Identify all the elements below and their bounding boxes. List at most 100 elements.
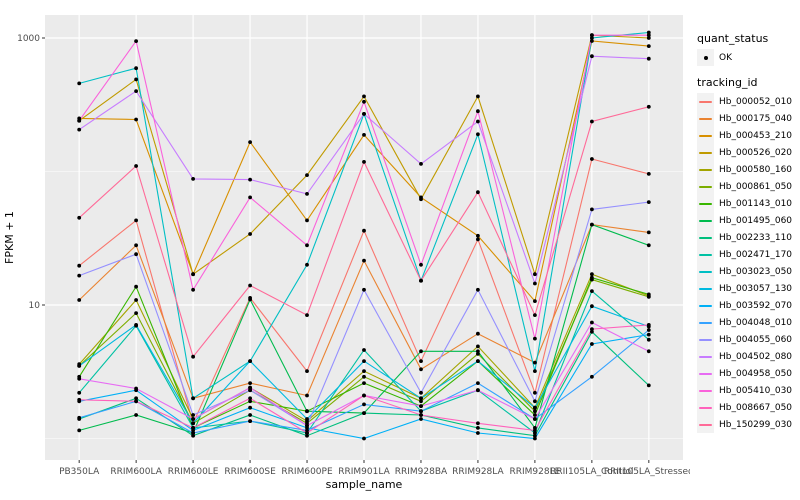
legend-item: Hb_004958_050 bbox=[697, 365, 797, 382]
data-point bbox=[419, 417, 423, 421]
data-point bbox=[362, 359, 366, 363]
data-point bbox=[646, 172, 651, 176]
data-point bbox=[590, 33, 594, 38]
data-point bbox=[305, 428, 309, 433]
data-point bbox=[362, 287, 366, 292]
data-point bbox=[419, 359, 423, 363]
data-point bbox=[248, 232, 253, 236]
legend-item-label: Hb_000526_020 bbox=[719, 147, 793, 158]
data-point bbox=[248, 177, 253, 182]
legend-item-label: Hb_002471_170 bbox=[719, 249, 793, 260]
data-point bbox=[476, 287, 480, 292]
data-point bbox=[533, 433, 537, 438]
series-color-swatch-icon bbox=[699, 134, 712, 137]
data-point bbox=[191, 413, 196, 417]
data-point bbox=[191, 177, 196, 181]
chart: 1000 10 PB350LA RRIM600LA RRIM600LE RRIM600SE… bbox=[3, 15, 690, 491]
data-point bbox=[590, 157, 594, 161]
data-point bbox=[533, 428, 537, 433]
data-point bbox=[191, 426, 196, 430]
data-point bbox=[590, 342, 594, 346]
data-point bbox=[419, 404, 423, 408]
data-point bbox=[590, 289, 594, 293]
legend-item-label: Hb_003023_050 bbox=[719, 266, 793, 277]
legend-item-label: Hb_004502_080 bbox=[719, 351, 793, 362]
data-point bbox=[134, 117, 139, 122]
data-point bbox=[77, 390, 82, 395]
legend-item: Hb_000453_210 bbox=[697, 127, 797, 144]
legend-item: Hb_004048_010 bbox=[697, 314, 797, 331]
data-point bbox=[305, 243, 309, 248]
legend-item: Hb_001143_010 bbox=[697, 195, 797, 212]
data-point bbox=[476, 190, 480, 195]
data-point bbox=[590, 327, 594, 331]
legend-key bbox=[697, 178, 714, 195]
legend-item-label: Hb_005410_030 bbox=[719, 385, 793, 396]
x-tick-label: RRIM901LA bbox=[338, 467, 390, 477]
legend-key bbox=[697, 127, 714, 144]
legend-item-label: Hb_000175_040 bbox=[719, 113, 793, 124]
legend-item-label: Hb_003057_130 bbox=[719, 283, 793, 294]
data-point bbox=[77, 298, 82, 302]
data-point bbox=[590, 119, 594, 124]
legend-item: Hb_000861_050 bbox=[697, 178, 797, 195]
data-point bbox=[134, 399, 139, 404]
legend-key bbox=[697, 399, 714, 416]
data-point bbox=[305, 431, 309, 435]
legend-item-label: Hb_002233_110 bbox=[719, 232, 793, 243]
data-point bbox=[419, 278, 423, 283]
legend-key bbox=[697, 161, 714, 178]
legend-item: Hb_001495_060 bbox=[697, 212, 797, 229]
data-point bbox=[134, 396, 139, 401]
data-point bbox=[134, 39, 139, 43]
y-tick-label: 1000 bbox=[17, 34, 40, 44]
data-point bbox=[590, 374, 594, 379]
data-point bbox=[646, 383, 651, 388]
legend: quant_status OK tracking_id Hb_000052_01… bbox=[697, 30, 797, 433]
data-point bbox=[590, 39, 594, 43]
legend-item: Hb_008667_050 bbox=[697, 399, 797, 416]
data-point bbox=[305, 173, 309, 178]
data-point bbox=[419, 390, 423, 395]
data-point bbox=[134, 323, 139, 327]
data-point bbox=[305, 369, 309, 373]
data-point bbox=[533, 299, 537, 303]
data-point bbox=[77, 127, 82, 132]
x-tick-label: RRIM928BA bbox=[395, 467, 448, 477]
data-point bbox=[248, 385, 253, 390]
data-point bbox=[248, 359, 253, 363]
legend-item-label: Hb_004958_050 bbox=[719, 368, 793, 379]
legend-key bbox=[697, 144, 714, 161]
data-point bbox=[476, 233, 480, 238]
data-point bbox=[419, 349, 423, 354]
data-point bbox=[590, 329, 594, 334]
data-point bbox=[248, 283, 253, 288]
data-point bbox=[646, 56, 651, 61]
data-point bbox=[77, 118, 82, 123]
legend-item: Hb_004055_060 bbox=[697, 331, 797, 348]
data-point bbox=[419, 197, 423, 202]
data-point bbox=[533, 272, 537, 277]
data-point bbox=[646, 332, 651, 337]
x-tick-label: RRII105LA_Stressed bbox=[604, 467, 690, 477]
data-point bbox=[362, 133, 366, 137]
data-point bbox=[533, 281, 537, 286]
legend-item: Hb_000580_160 bbox=[697, 161, 797, 178]
data-point bbox=[248, 419, 253, 423]
data-point bbox=[77, 428, 82, 433]
data-point bbox=[590, 36, 594, 40]
legend-item-ok: OK bbox=[697, 49, 797, 66]
data-point bbox=[476, 119, 480, 124]
data-point bbox=[248, 396, 253, 401]
data-point bbox=[419, 409, 423, 414]
data-point bbox=[590, 222, 594, 227]
x-tick-label: RRIM600SE bbox=[224, 467, 276, 477]
legend-key bbox=[697, 331, 714, 348]
legend-item: Hb_003592_070 bbox=[697, 297, 797, 314]
data-point bbox=[305, 313, 309, 317]
data-point bbox=[248, 381, 253, 385]
legend-item-label: OK bbox=[719, 52, 732, 63]
data-point bbox=[646, 30, 651, 35]
x-tick-label: PB350LA bbox=[59, 467, 100, 477]
